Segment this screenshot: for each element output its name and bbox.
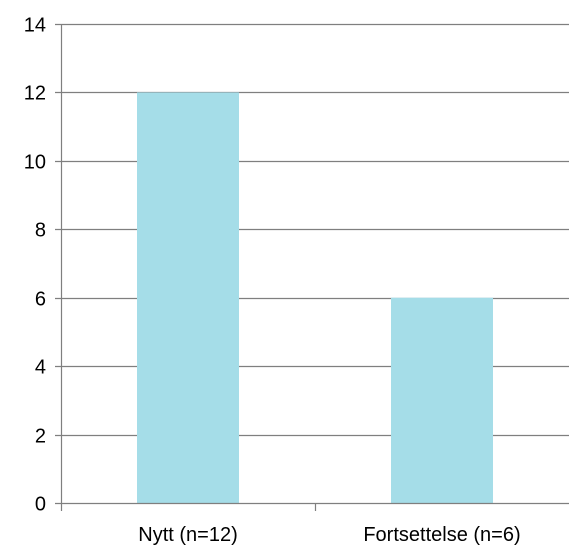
y-tick-label-2: 2 (35, 426, 46, 448)
y-tick-label-10: 10 (24, 152, 46, 174)
y-tick-label-4: 4 (35, 357, 46, 379)
y-tick-label-14: 14 (24, 15, 46, 37)
y-tick-label-12: 12 (24, 83, 46, 105)
bars (137, 92, 493, 503)
x-tick-label-0: Nytt (n=12) (138, 524, 237, 546)
tick-labels: 0 2 4 6 8 10 12 14 Nytt (n=12) Fortsettelse (n=6) (24, 15, 521, 547)
y-tick-label-6: 6 (35, 289, 46, 311)
y-tick-label-8: 8 (35, 220, 46, 242)
axes (55, 24, 569, 511)
x-tick-label-1: Fortsettelse (n=6) (363, 524, 520, 546)
y-tick-label-0: 0 (35, 494, 46, 516)
bar-0 (137, 92, 239, 503)
bar-1 (391, 297, 493, 503)
